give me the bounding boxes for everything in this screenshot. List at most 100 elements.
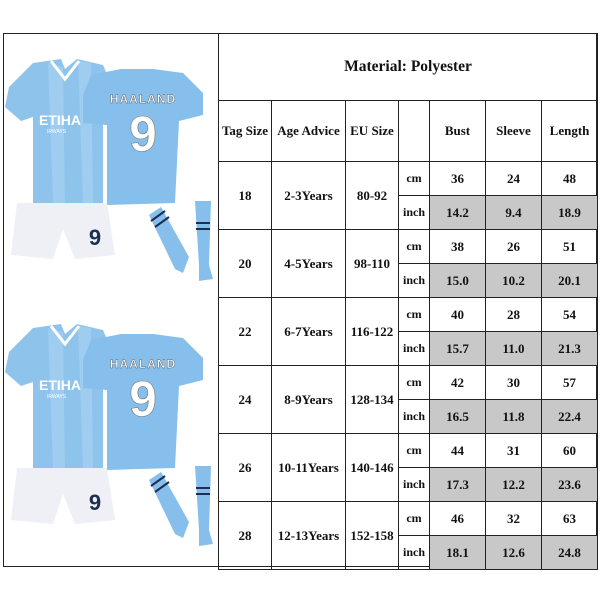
unit-cell: inch — [398, 331, 430, 366]
header-unit — [398, 100, 430, 162]
length-inch-cell: 24.8 — [540, 535, 599, 570]
bust-inch-cell: 17.3 — [429, 467, 486, 502]
age-advice-cell: 12-13Years — [271, 501, 346, 570]
header-bust: Bust — [429, 100, 486, 162]
sleeve-inch-cell: 12.2 — [485, 467, 542, 502]
length-cm-cell: 60 — [540, 433, 599, 468]
jersey-name: HAALAND — [110, 357, 176, 371]
table-row: inch 15.0 10.2 20.1 — [219, 263, 599, 298]
sponsor-subtext: IRWAYS — [47, 129, 67, 135]
age-advice-cell: 6-7Years — [271, 297, 346, 366]
eu-size-cell: 98-110 — [345, 229, 399, 298]
tag-size-cell: 22 — [218, 297, 272, 366]
bust-cm-cell: 38 — [429, 229, 486, 264]
sleeve-inch-cell: 10.2 — [485, 263, 542, 298]
sleeve-cm-cell: 28 — [485, 297, 542, 332]
header-tag-size: Tag Size — [218, 100, 272, 162]
sock-right — [195, 466, 213, 546]
unit-cell: cm — [398, 501, 430, 536]
unit-cell: inch — [398, 535, 430, 570]
table-row: 22 6-7Years 116-122 cm 40 28 54 — [218, 297, 599, 366]
table-row: inch 17.3 12.2 23.6 — [219, 467, 599, 502]
bust-inch-cell: 16.5 — [429, 399, 486, 434]
sleeve-cm-cell: 26 — [485, 229, 542, 264]
back-shirt — [83, 334, 203, 470]
sleeve-inch-cell: 12.6 — [485, 535, 542, 570]
sleeve-inch-cell: 11.0 — [485, 331, 542, 366]
sleeve-inch-cell: 11.8 — [485, 399, 542, 434]
unit-cell: cm — [398, 229, 430, 264]
length-inch-cell: 18.9 — [540, 195, 599, 230]
sponsor-subtext: IRWAYS — [47, 394, 67, 400]
size-chart-table: Material: Polyester Tag Size Age Advice EU… — [217, 33, 599, 570]
table-row: 24 8-9Years 128-134 cm 42 30 57 — [218, 365, 599, 434]
jersey-name: HAALAND — [110, 92, 176, 106]
length-inch-cell: 22.4 — [540, 399, 599, 434]
tag-size-cell: 20 — [218, 229, 272, 298]
length-inch-cell: 21.3 — [540, 331, 599, 366]
unit-cell: cm — [398, 297, 430, 332]
tag-size-cell: 18 — [218, 161, 272, 230]
table-row: 26 10-11Years 140-146 cm 44 31 60 — [218, 433, 599, 502]
eu-size-cell: 116-122 — [345, 297, 399, 366]
eu-size-cell: 152-158 — [345, 501, 399, 570]
table-row: inch 16.5 11.8 22.4 — [219, 399, 599, 434]
length-inch-cell: 20.1 — [540, 263, 599, 298]
bust-cm-cell: 36 — [429, 161, 486, 196]
sponsor-text: ETIHA — [39, 377, 81, 393]
age-advice-cell: 4-5Years — [271, 229, 346, 298]
bust-cm-cell: 46 — [429, 501, 486, 536]
unit-cell: inch — [398, 467, 430, 502]
bust-cm-cell: 44 — [429, 433, 486, 468]
length-cm-cell: 54 — [540, 297, 599, 332]
sleeve-cm-cell: 31 — [485, 433, 542, 468]
eu-size-cell: 128-134 — [345, 365, 399, 434]
sock-left — [149, 472, 189, 538]
unit-cell: inch — [398, 263, 430, 298]
eu-size-cell: 140-146 — [345, 433, 399, 502]
length-cm-cell: 57 — [540, 365, 599, 400]
shorts-number: 9 — [89, 225, 101, 250]
age-advice-cell: 10-11Years — [271, 433, 346, 502]
bust-inch-cell: 15.7 — [429, 331, 486, 366]
product-photos: ETIHA IRWAYS HAALAND 9 9 ETIHA IRWAYS — [3, 33, 218, 567]
bust-cm-cell: 40 — [429, 297, 486, 332]
table-title: Material: Polyester — [217, 33, 599, 101]
jersey-number: 9 — [129, 371, 157, 427]
header-sleeve: Sleeve — [485, 100, 542, 162]
length-cm-cell: 51 — [540, 229, 599, 264]
bust-inch-cell: 15.0 — [429, 263, 486, 298]
sponsor-text: ETIHA — [39, 112, 81, 128]
back-shirt — [83, 69, 203, 205]
age-advice-cell: 8-9Years — [271, 365, 346, 434]
table-row: 28 12-13Years 152-158 cm 46 32 63 — [218, 501, 599, 570]
length-cm-cell: 48 — [540, 161, 599, 196]
sleeve-cm-cell: 24 — [485, 161, 542, 196]
shorts — [11, 203, 115, 259]
bust-cm-cell: 42 — [429, 365, 486, 400]
tag-size-cell: 26 — [218, 433, 272, 502]
unit-cell: cm — [398, 161, 430, 196]
table-row: 18 2-3Years 80-92 cm 36 24 48 — [218, 161, 599, 230]
bust-inch-cell: 14.2 — [429, 195, 486, 230]
header-age-advice: Age Advice — [271, 100, 346, 162]
eu-size-cell: 80-92 — [345, 161, 399, 230]
sleeve-cm-cell: 32 — [485, 501, 542, 536]
age-advice-cell: 2-3Years — [271, 161, 346, 230]
kit-photo-top: ETIHA IRWAYS HAALAND 9 9 — [3, 33, 218, 295]
jersey-number: 9 — [129, 106, 157, 162]
table-row: 20 4-5Years 98-110 cm 38 26 51 — [218, 229, 599, 298]
unit-cell: cm — [398, 365, 430, 400]
length-inch-cell: 23.6 — [540, 467, 599, 502]
unit-cell: cm — [398, 433, 430, 468]
table-row: inch 18.1 12.6 24.8 — [219, 535, 599, 570]
tag-size-cell: 24 — [218, 365, 272, 434]
length-cm-cell: 63 — [540, 501, 599, 536]
sock-right — [195, 201, 213, 281]
tag-size-cell: 28 — [218, 501, 272, 570]
shorts — [11, 468, 115, 524]
header-length: Length — [540, 100, 599, 162]
sleeve-inch-cell: 9.4 — [485, 195, 542, 230]
unit-cell: inch — [398, 399, 430, 434]
sleeve-cm-cell: 30 — [485, 365, 542, 400]
